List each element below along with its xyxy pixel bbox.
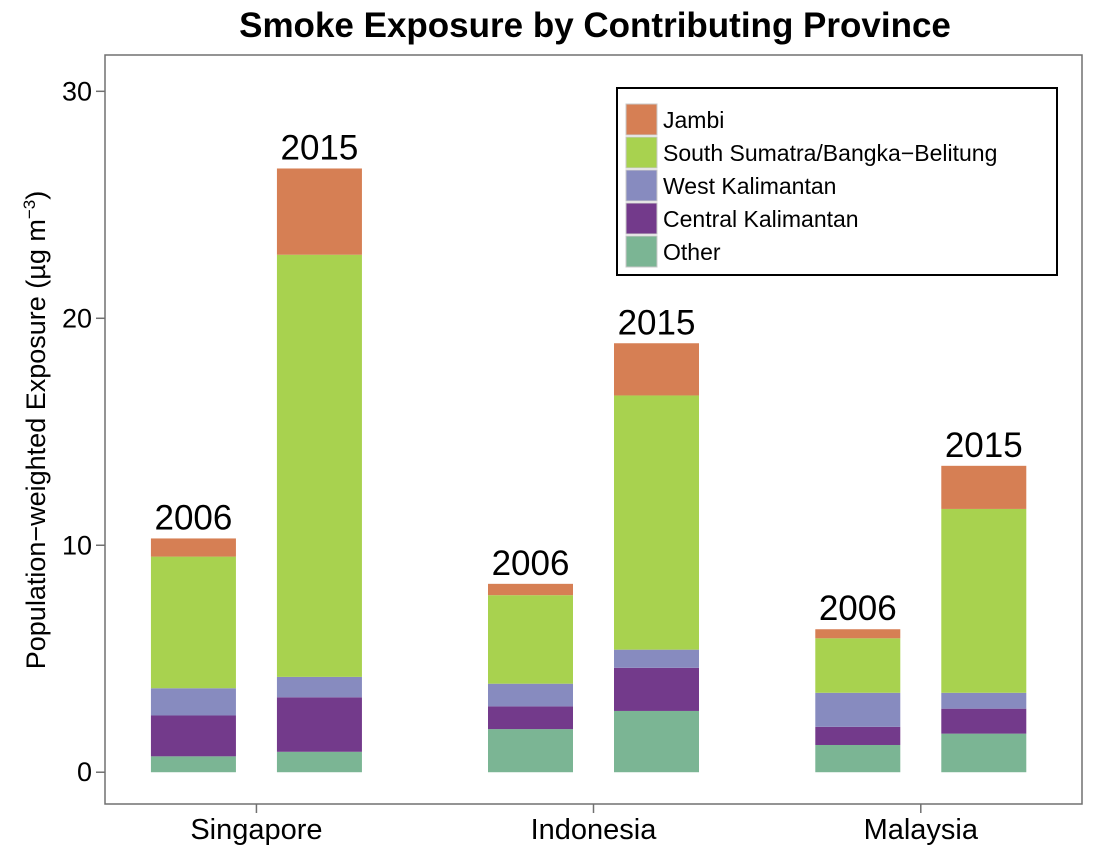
bars bbox=[150, 168, 1027, 773]
bar-segment bbox=[815, 629, 901, 639]
bar-segment bbox=[150, 756, 236, 773]
legend-label: Other bbox=[663, 239, 721, 265]
legend-key bbox=[625, 202, 658, 235]
bar-segment bbox=[614, 395, 699, 650]
bar-segment bbox=[488, 706, 573, 730]
bar-segment bbox=[150, 538, 236, 557]
bar-segment bbox=[150, 715, 236, 757]
bar-segment bbox=[941, 733, 1027, 773]
year-label: 2015 bbox=[945, 426, 1023, 465]
y-tick-label: 30 bbox=[62, 76, 92, 106]
bar-segment bbox=[941, 708, 1027, 734]
bar-segment bbox=[815, 744, 901, 773]
bar-segment bbox=[815, 638, 901, 693]
bar-segment bbox=[941, 508, 1027, 693]
y-tick-label: 10 bbox=[62, 530, 92, 560]
year-label: 2015 bbox=[280, 128, 358, 167]
bar-segment bbox=[614, 710, 699, 773]
x-category-label: Malaysia bbox=[864, 814, 979, 846]
legend: Jambi South Sumatra/Bangka−Belitung West K… bbox=[616, 87, 1058, 276]
bar-segment bbox=[150, 688, 236, 716]
year-label: 2015 bbox=[618, 303, 696, 342]
bar-segment bbox=[614, 343, 699, 396]
y-axis: 0 10 20 30 bbox=[62, 76, 105, 787]
year-label: 2006 bbox=[154, 498, 232, 537]
bar-segment bbox=[488, 683, 573, 707]
bar-segment bbox=[815, 726, 901, 745]
bar-segment bbox=[614, 667, 699, 711]
bar-segment bbox=[941, 692, 1027, 709]
legend-label: Central Kalimantan bbox=[663, 206, 859, 232]
bar-segment bbox=[488, 729, 573, 773]
bar-segment bbox=[488, 595, 573, 684]
x-category-label: Singapore bbox=[190, 814, 322, 846]
year-label: 2006 bbox=[492, 544, 570, 583]
legend-key bbox=[625, 103, 658, 136]
bar-segment bbox=[276, 697, 362, 752]
year-label: 2006 bbox=[819, 589, 897, 628]
legend-label: South Sumatra/Bangka−Belitung bbox=[663, 140, 997, 166]
chart-title: Smoke Exposure by Contributing Province bbox=[239, 6, 951, 45]
bar-segment bbox=[276, 751, 362, 773]
bar-segment bbox=[815, 692, 901, 727]
bar-segment bbox=[150, 556, 236, 689]
bar-segment bbox=[614, 649, 699, 668]
bar-segment bbox=[276, 254, 362, 677]
bar-segment bbox=[276, 676, 362, 698]
y-tick-label: 0 bbox=[77, 757, 92, 787]
x-axis: Singapore Indonesia Malaysia bbox=[190, 804, 979, 846]
x-category-label: Indonesia bbox=[531, 814, 658, 846]
legend-label: Jambi bbox=[663, 107, 724, 133]
bar-segment bbox=[941, 465, 1027, 509]
legend-box bbox=[616, 87, 1058, 276]
legend-key bbox=[625, 136, 658, 169]
bar-segment bbox=[488, 583, 573, 596]
year-labels: 2006 2015 2006 2015 2006 2015 bbox=[154, 128, 1022, 628]
y-tick-label: 20 bbox=[62, 303, 92, 333]
bar-segment bbox=[276, 168, 362, 255]
legend-label: West Kalimantan bbox=[663, 173, 836, 199]
legend-key bbox=[625, 235, 658, 268]
legend-key bbox=[625, 169, 658, 202]
